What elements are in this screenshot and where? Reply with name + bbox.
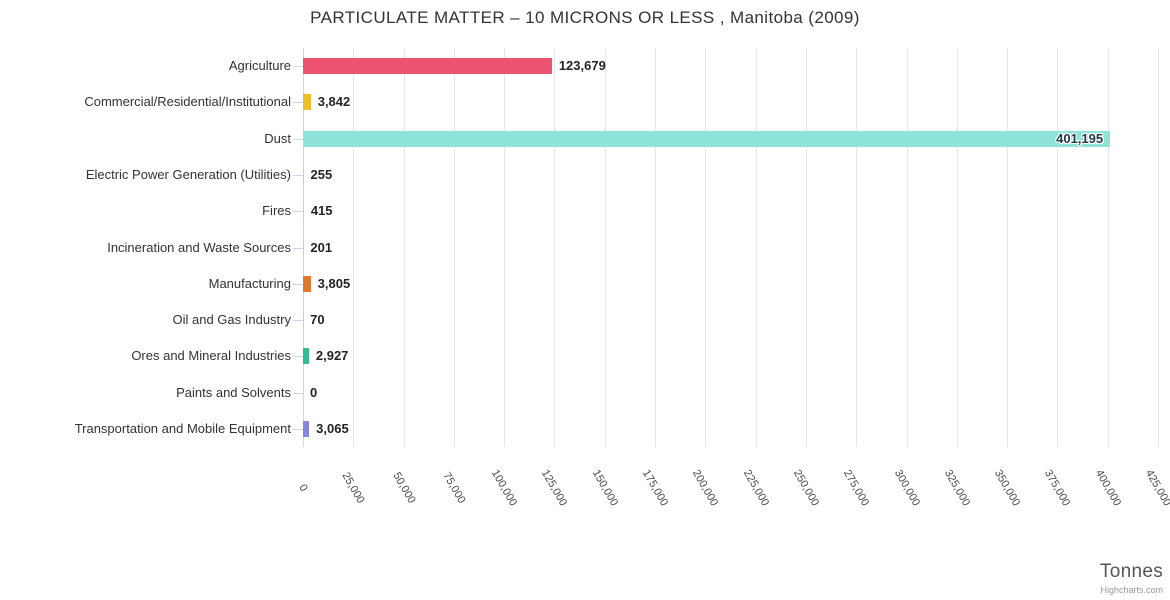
grid-line [1057,48,1059,447]
category-label: Fires [262,203,291,219]
value-label: 3,805 [317,275,351,291]
x-tick-label: 125,000 [539,467,570,509]
grid-line [504,48,506,447]
highcharts-credit-link[interactable]: Highcharts.com [1100,585,1163,595]
category-label: Commercial/Residential/Institutional [84,94,291,110]
category-label: Transportation and Mobile Equipment [74,420,291,436]
grid-line [755,48,757,447]
category-tick [293,283,303,285]
value-label: 70 [310,312,325,328]
category-label: Paints and Solvents [176,384,291,400]
category-label: Dust [264,130,291,146]
x-tick-label: 375,000 [1042,467,1073,509]
x-tick-label: 150,000 [589,467,620,509]
value-label: 3,065 [316,420,349,436]
x-tick-label: 250,000 [790,467,822,509]
grid-line [705,48,707,447]
category-tick [293,102,303,104]
category-label: Agriculture [228,58,291,74]
bar-fires[interactable] [303,203,304,220]
value-label: 415 [310,203,333,219]
x-tick-label: 175,000 [639,467,671,509]
x-tick-label: 325,000 [941,467,972,509]
grid-line [1007,48,1009,447]
grid-line [1158,48,1159,447]
value-label: 2,927 [315,348,349,364]
x-tick-label: 425,000 [1142,467,1170,509]
category-tick [293,356,303,358]
x-tick-label: 75,000 [440,470,468,506]
grid-line [906,48,908,447]
x-tick-label: 350,000 [991,467,1023,509]
category-tick [293,211,303,213]
grid-line [403,48,405,447]
category-tick [293,247,303,249]
bar-agriculture[interactable] [303,58,552,75]
grid-line [655,48,657,447]
category-tick [293,392,303,394]
value-label: 0 [310,384,318,400]
x-tick-label: 50,000 [389,470,418,506]
value-label: 123,679 [558,58,606,74]
grid-line [1107,48,1109,447]
bar-transportation-and-mobile-equipment[interactable] [303,420,310,437]
x-tick-label: 275,000 [841,467,872,509]
bar-dust[interactable] [303,130,1111,147]
bar-commercial-residential-institutional[interactable] [303,94,311,111]
grid-line [956,48,958,447]
x-tick-label: 100,000 [489,467,520,509]
value-label: 201 [310,239,333,255]
category-tick [293,138,303,140]
value-label: 401,195 [1056,130,1104,146]
category-label: Manufacturing [208,275,291,291]
grid-line [604,48,606,447]
x-tick-label: 400,000 [1092,467,1123,509]
bar-electric-power-generation-utilities[interactable] [303,166,304,183]
value-axis-line [303,48,304,447]
bar-manufacturing[interactable] [303,275,311,292]
category-label: Electric Power Generation (Utilities) [85,166,291,182]
grid-line [353,48,355,447]
category-tick [293,428,303,430]
category-tick [293,320,303,322]
category-label: Incineration and Waste Sources [107,239,291,255]
x-tick-label: 225,000 [740,467,771,509]
category-tick [293,174,303,176]
grid-line [856,48,858,447]
category-label: Oil and Gas Industry [172,312,292,328]
grid-line [453,48,455,447]
x-axis-title: Tonnes [1099,561,1163,582]
category-label: Ores and Mineral Industries [131,348,291,364]
grid-line [554,48,556,447]
x-tick-label: 200,000 [690,467,721,509]
grid-line [805,48,807,447]
x-tick-label: 300,000 [891,467,922,509]
x-tick-label: 25,000 [339,470,367,506]
plot-area [303,48,1159,447]
bar-ores-and-mineral-industries[interactable] [303,348,309,365]
x-tick-label: 0 [296,482,310,494]
value-label: 3,842 [317,94,351,110]
value-label: 255 [310,166,333,182]
chart-title: PARTICULATE MATTER – 10 MICRONS OR LESS … [310,8,860,27]
category-tick [293,66,303,68]
